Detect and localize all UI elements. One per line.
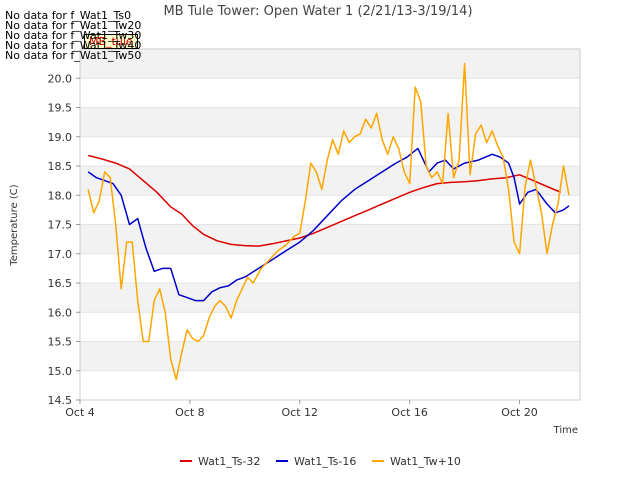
legend-label: Wat1_Ts-16 bbox=[294, 455, 356, 468]
x-axis: Oct 4 Oct 8 Oct 12 Oct 16 Oct 20 bbox=[65, 400, 538, 419]
grid-band bbox=[80, 107, 580, 137]
legend-label: Wat1_Ts-32 bbox=[198, 455, 260, 468]
no-data-note: No data for f_Wat1_Tw20 bbox=[5, 19, 142, 32]
x-tick-label: Oct 20 bbox=[501, 406, 538, 419]
y-tick-label: 19.0 bbox=[48, 131, 73, 144]
x-axis-title: Time bbox=[553, 425, 578, 436]
grid-band bbox=[80, 166, 580, 196]
y-tick-label: 20.0 bbox=[48, 72, 73, 85]
y-axis-title: Temperature (C) bbox=[9, 184, 20, 266]
y-tick-label: 18.5 bbox=[48, 160, 73, 173]
no-data-note: No data for f_Wat1_Tw30 bbox=[5, 29, 142, 42]
grid-band bbox=[80, 49, 580, 79]
y-tick-label: 18.0 bbox=[48, 189, 73, 202]
no-data-note: No data for f_Wat1_Tw40 bbox=[5, 39, 142, 52]
x-tick-label: Oct 12 bbox=[282, 406, 319, 419]
plot-background-bands bbox=[80, 49, 580, 401]
no-data-note: No data for f_Wat1_Tw50 bbox=[5, 49, 142, 62]
y-tick-label: 15.0 bbox=[48, 365, 73, 378]
y-tick-label: 17.5 bbox=[48, 219, 73, 232]
no-data-note: No data for f_Wat1_Ts0 bbox=[5, 9, 132, 22]
legend-label: Wat1_Tw+10 bbox=[390, 455, 461, 468]
series-line-wat1-ts-32 bbox=[88, 154, 562, 247]
series-tooltip: MB_tule bbox=[84, 34, 138, 49]
x-tick-label: Oct 8 bbox=[175, 406, 205, 419]
y-tick-label: 15.5 bbox=[48, 336, 73, 349]
legend: Wat1_Ts-32 Wat1_Ts-16 Wat1_Tw+10 bbox=[180, 455, 461, 468]
series-layer bbox=[87, 62, 570, 381]
chart-title: MB Tule Tower: Open Water 1 (2/21/13-3/1… bbox=[163, 4, 472, 19]
y-tick-label: 14.5 bbox=[48, 394, 73, 407]
x-tick-label: Oct 16 bbox=[391, 406, 428, 419]
y-tick-label: 16.0 bbox=[48, 306, 73, 319]
y-tick-label: 19.5 bbox=[48, 102, 73, 115]
y-tick-label: 17.0 bbox=[48, 248, 73, 261]
x-tick-label: Oct 4 bbox=[65, 406, 95, 419]
series-line-wat1-tw-10 bbox=[87, 62, 570, 381]
series-line-wat1-ts-16 bbox=[87, 147, 570, 302]
y-tick-label: 16.5 bbox=[48, 277, 73, 290]
y-axis: 14.5 15.0 15.5 16.0 16.5 17.0 17.5 18.0 18.5 19.0… bbox=[48, 72, 80, 407]
grid-band bbox=[80, 224, 580, 254]
grid-band bbox=[80, 341, 580, 371]
